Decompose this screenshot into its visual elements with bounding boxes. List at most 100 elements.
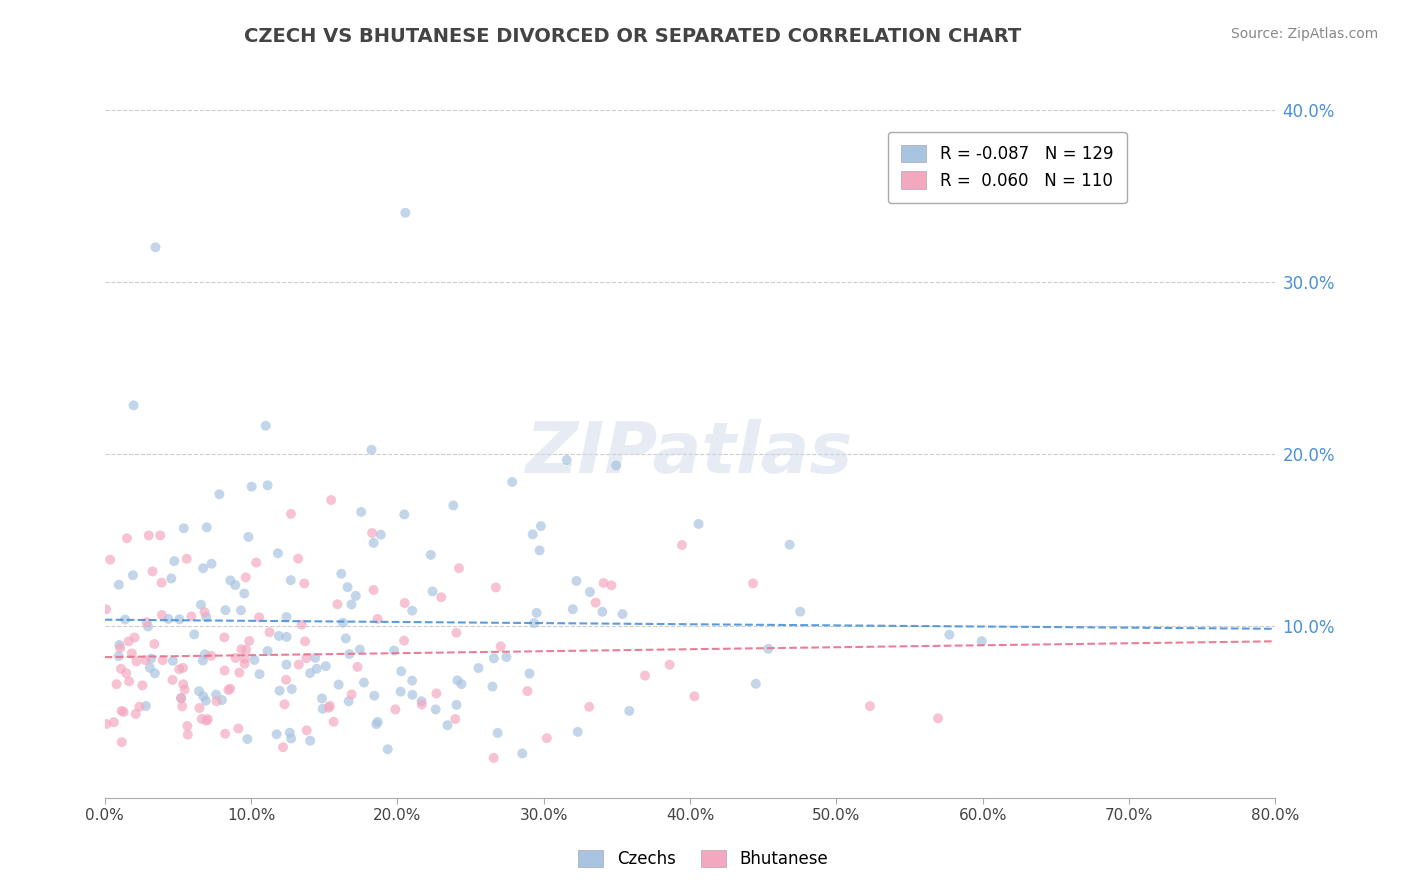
Point — [191, 561, 214, 575]
Point — [143, 666, 166, 681]
Point — [350, 505, 373, 519]
Point — [122, 568, 145, 582]
Point — [555, 453, 578, 467]
Point — [349, 642, 371, 657]
Point — [224, 578, 246, 592]
Point — [173, 682, 195, 697]
Point — [287, 657, 309, 672]
Point — [382, 643, 405, 657]
Point — [519, 666, 541, 681]
Point — [224, 651, 246, 665]
Point — [205, 694, 228, 708]
Point — [150, 575, 173, 590]
Point — [108, 577, 131, 591]
Point — [441, 499, 464, 513]
Point — [366, 717, 388, 731]
Point — [742, 576, 765, 591]
Point — [195, 714, 218, 728]
Point — [233, 586, 256, 600]
Point — [311, 691, 333, 706]
Point — [139, 661, 162, 675]
Point — [160, 572, 183, 586]
Point — [280, 573, 302, 587]
Point — [190, 598, 212, 612]
Point — [529, 543, 551, 558]
Point — [274, 673, 297, 687]
Point — [149, 528, 172, 542]
Point — [219, 681, 242, 696]
Point — [278, 725, 301, 739]
Legend: Czechs, Bhutanese: Czechs, Bhutanese — [572, 843, 834, 875]
Point — [136, 619, 159, 633]
Point — [267, 629, 290, 643]
Point — [134, 653, 156, 667]
Point — [411, 698, 433, 712]
Point — [294, 634, 316, 648]
Point — [124, 631, 146, 645]
Point — [170, 691, 193, 706]
Point — [172, 661, 194, 675]
Point — [163, 554, 186, 568]
Point — [522, 527, 544, 541]
Point — [195, 520, 218, 534]
Point — [280, 731, 302, 746]
Point — [634, 668, 657, 682]
Point — [238, 530, 260, 544]
Point — [193, 605, 215, 619]
Point — [267, 546, 290, 560]
Point — [619, 704, 641, 718]
Point — [422, 584, 444, 599]
Point — [259, 625, 281, 640]
Point — [389, 665, 412, 679]
Point — [353, 675, 375, 690]
Point — [183, 627, 205, 641]
Point — [779, 538, 801, 552]
Point — [585, 596, 607, 610]
Point — [96, 717, 118, 731]
Point — [238, 634, 260, 648]
Point — [217, 683, 239, 698]
Point — [236, 732, 259, 747]
Point — [578, 699, 600, 714]
Point — [392, 633, 415, 648]
Point — [363, 536, 385, 550]
Point — [200, 557, 222, 571]
Point — [170, 691, 193, 706]
Point — [150, 607, 173, 622]
Point — [214, 631, 236, 645]
Point — [486, 726, 509, 740]
Point — [276, 610, 298, 624]
Point — [567, 724, 589, 739]
Point — [315, 659, 337, 673]
Point — [115, 531, 138, 545]
Point — [169, 612, 191, 626]
Point — [330, 566, 353, 581]
Point — [135, 615, 157, 630]
Point — [287, 551, 309, 566]
Point — [135, 698, 157, 713]
Point — [214, 664, 236, 678]
Point — [367, 612, 389, 626]
Point — [200, 648, 222, 663]
Text: Source: ZipAtlas.com: Source: ZipAtlas.com — [1230, 27, 1378, 41]
Point — [276, 657, 298, 672]
Point — [683, 690, 706, 704]
Point — [111, 735, 134, 749]
Point — [579, 585, 602, 599]
Point — [169, 662, 191, 676]
Point — [269, 683, 291, 698]
Point — [117, 634, 139, 648]
Point — [194, 648, 217, 662]
Point — [501, 475, 523, 489]
Point — [256, 478, 278, 492]
Point — [467, 661, 489, 675]
Point — [107, 649, 129, 664]
Point — [605, 458, 627, 473]
Point — [291, 617, 314, 632]
Point — [243, 653, 266, 667]
Point — [340, 598, 363, 612]
Point — [612, 607, 634, 621]
Point — [489, 640, 512, 654]
Point — [110, 662, 132, 676]
Point — [411, 694, 433, 708]
